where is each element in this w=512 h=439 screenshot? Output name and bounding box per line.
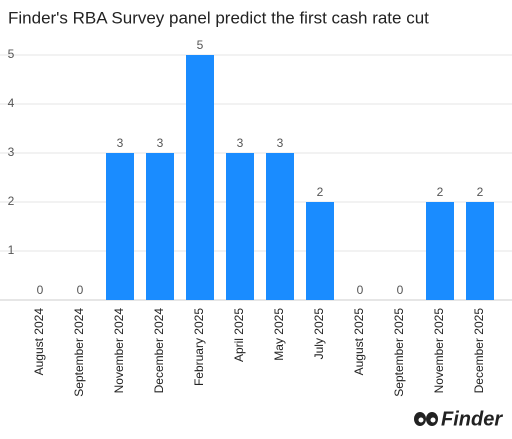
x-tick-label: February 2025 — [192, 308, 206, 386]
brand-name: Finder — [441, 408, 503, 430]
x-tick-label: August 2025 — [352, 308, 366, 376]
data-label: 3 — [237, 136, 244, 150]
bar — [466, 202, 494, 300]
x-tick-label: August 2024 — [32, 308, 46, 376]
x-tick-label: November 2025 — [432, 308, 446, 394]
x-tick-label: April 2025 — [232, 308, 246, 362]
x-tick-label: December 2024 — [152, 308, 166, 394]
bar — [146, 153, 174, 300]
y-tick-label: 2 — [8, 194, 15, 208]
x-tick-label: September 2024 — [72, 308, 86, 397]
data-label: 2 — [437, 185, 444, 199]
data-label: 2 — [317, 185, 324, 199]
x-tick-label: May 2025 — [272, 308, 286, 361]
x-tick-label: November 2024 — [112, 308, 126, 394]
x-tick-label: December 2025 — [472, 308, 486, 394]
data-label: 3 — [277, 136, 284, 150]
data-label: 0 — [37, 283, 44, 297]
bar — [266, 153, 294, 300]
data-label: 3 — [117, 136, 124, 150]
chart-title: Finder's RBA Survey panel predict the fi… — [8, 8, 429, 27]
brand-logo: Finder — [414, 408, 503, 430]
data-label: 0 — [357, 283, 364, 297]
data-label: 0 — [397, 283, 404, 297]
logo-pupil — [430, 417, 436, 423]
data-label: 5 — [197, 38, 204, 52]
data-label: 3 — [157, 136, 164, 150]
bar — [226, 153, 254, 300]
x-tick-label: July 2025 — [312, 308, 326, 360]
data-label: 0 — [77, 283, 84, 297]
bar — [186, 55, 214, 300]
x-tick-label: September 2025 — [392, 308, 406, 397]
y-tick-label: 1 — [8, 243, 15, 257]
y-tick-label: 5 — [8, 47, 15, 61]
bar — [306, 202, 334, 300]
data-label: 2 — [477, 185, 484, 199]
bar — [106, 153, 134, 300]
logo-pupil — [418, 417, 424, 423]
bar — [426, 202, 454, 300]
y-tick-label: 3 — [8, 145, 15, 159]
y-tick-label: 4 — [8, 96, 15, 110]
